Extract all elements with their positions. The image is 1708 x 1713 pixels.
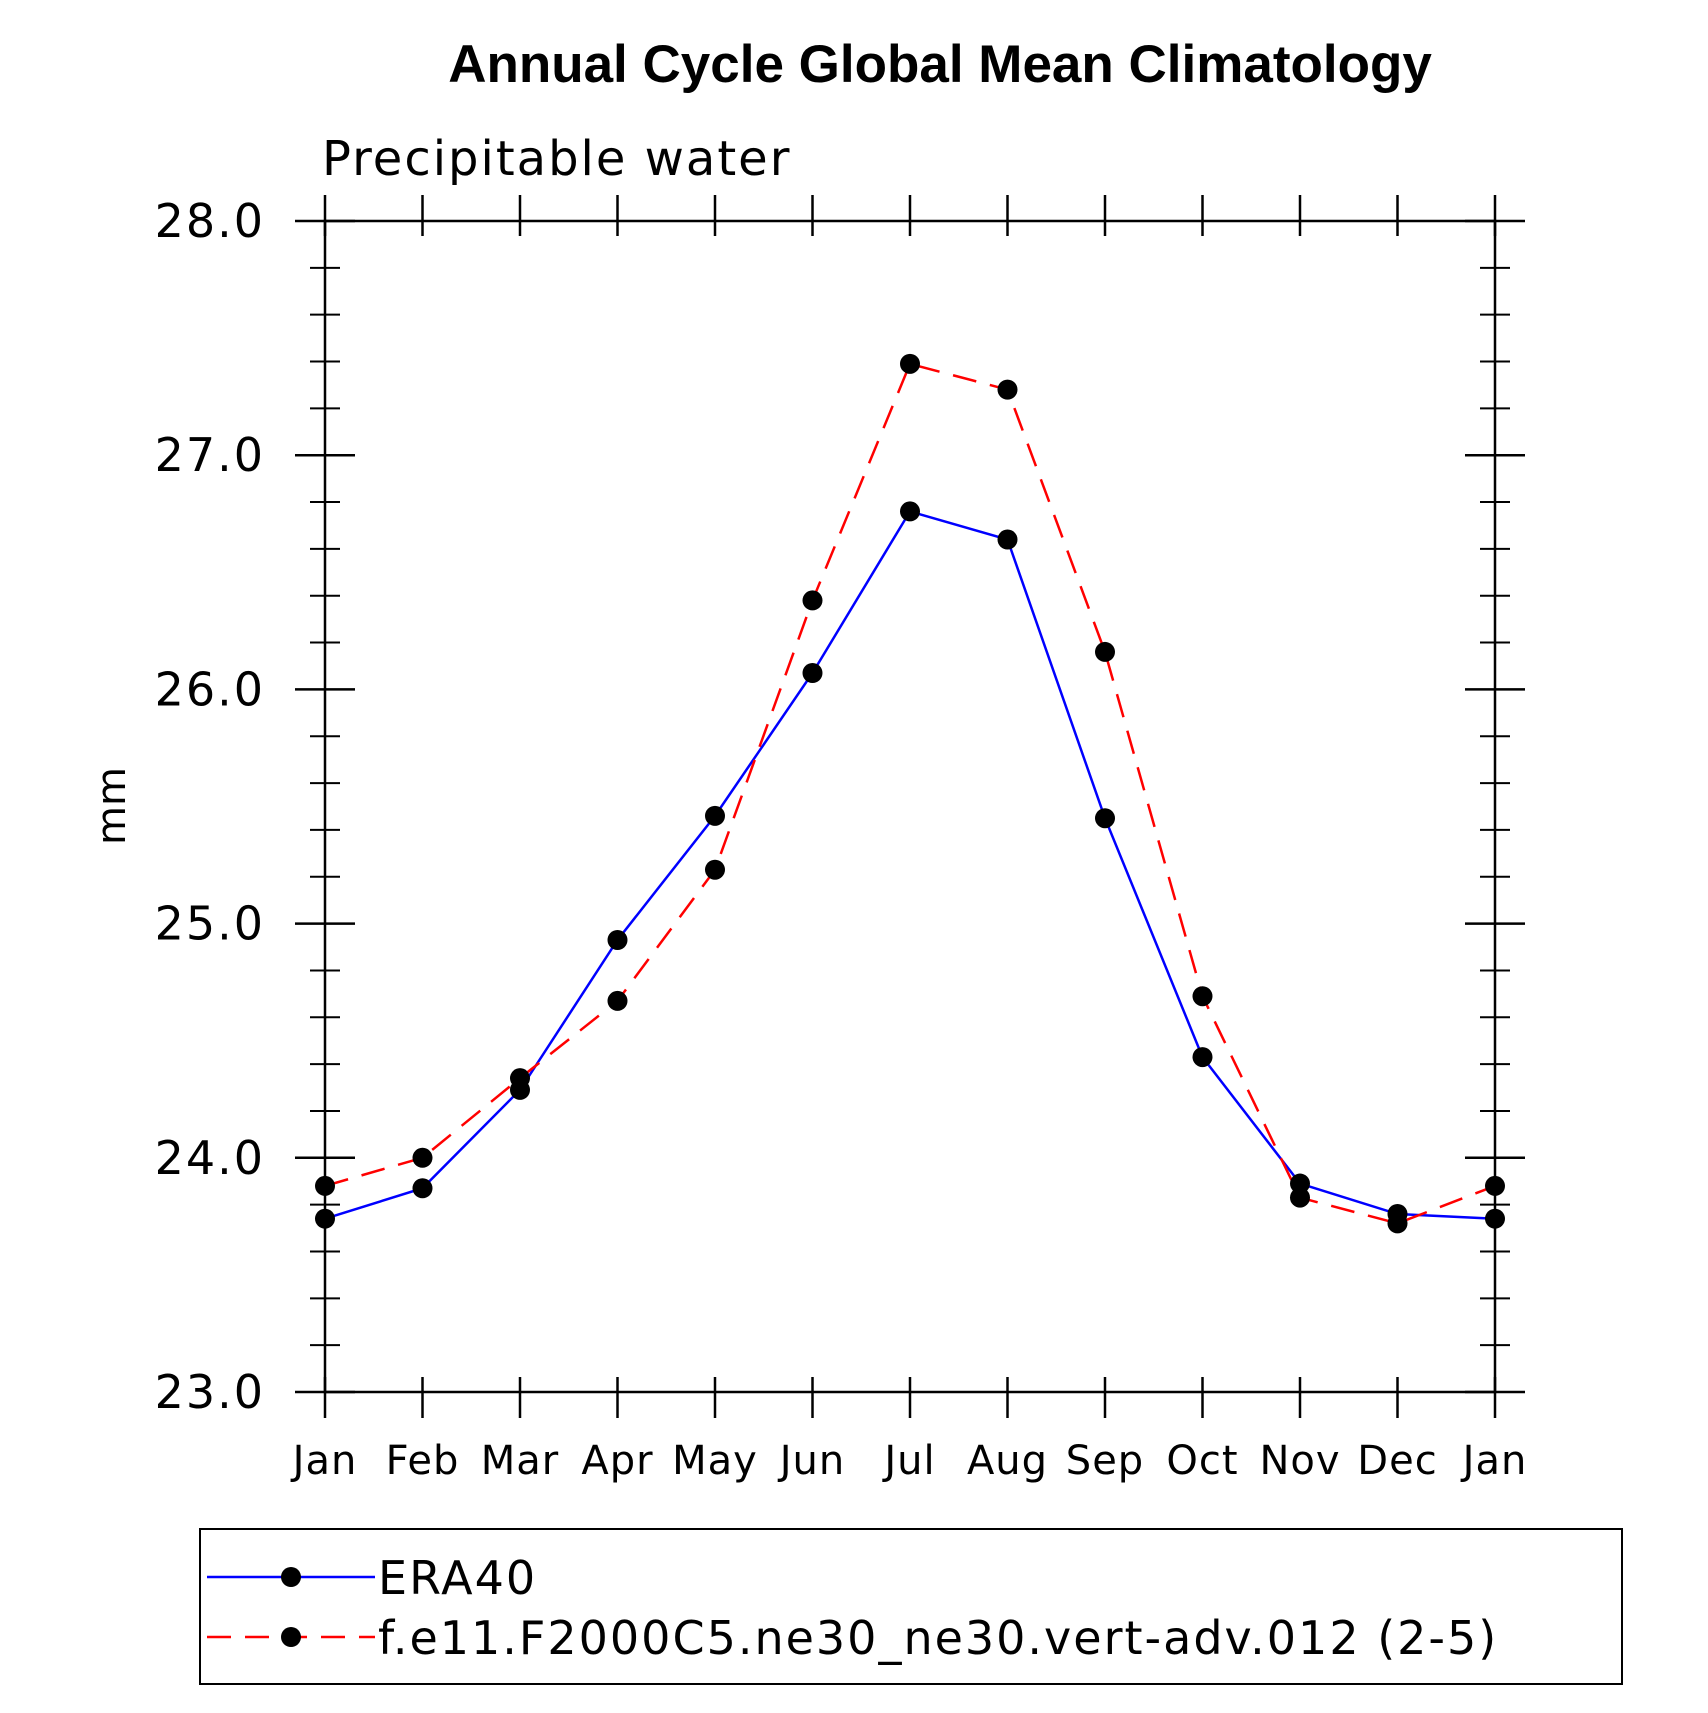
data-point-series-2 [705,859,725,880]
data-point-series-1 [997,529,1018,550]
data-point-series-1 [802,663,823,684]
plot-frame [323,219,1497,1394]
y-tick-label: 26.0 [155,662,265,716]
x-tick-label: Aug [967,1438,1048,1484]
data-point-series-1 [1485,1208,1505,1229]
x-tick-label: Jan [290,1438,358,1484]
x-tick-label: Oct [1166,1438,1238,1484]
y-tick-label: 28.0 [155,194,265,248]
x-tick-label: Feb [386,1438,460,1484]
data-point-series-1 [1290,1173,1310,1194]
data-point-series-1 [315,1208,335,1229]
data-point-series-2 [1485,1175,1505,1196]
data-point-series-2 [802,590,823,611]
series-line-2 [324,362,1496,1225]
data-point-series-1 [412,1178,433,1199]
data-point-series-2 [315,1175,335,1196]
axes: Jan Feb Mar Apr May Jun Jul Aug Sep Oct Nov Dec Jan 2… [155,194,1528,1484]
chart-subtitle: Precipitable water [322,131,791,187]
legend-label-2: f.e11.F2000C5.ne30_ne30.vert-adv.012 (2-… [378,1611,1498,1665]
x-tick-label: Nov [1259,1438,1340,1484]
legend-box [199,1528,1623,1685]
x-tick-label: Jan [1460,1438,1528,1484]
data-point-series-1 [900,501,920,522]
data-point-series-2 [1192,986,1213,1007]
legend-label-1: ERA40 [378,1551,537,1605]
x-tick-label: Mar [481,1438,559,1484]
data-point-series-2 [900,353,920,374]
x-tick-label: Sep [1066,1438,1144,1484]
y-tick-label: 25.0 [155,897,265,951]
data-point-series-2 [412,1147,433,1168]
x-tick-label: Dec [1357,1438,1437,1484]
data-point-series-1 [607,929,628,950]
legend-marker-2 [281,1627,301,1647]
chart-title: Annual Cycle Global Mean Climatology [448,35,1432,94]
legend-marker-1 [281,1567,301,1587]
data-point-series-1 [1192,1047,1213,1068]
plot-area [315,353,1505,1234]
data-point-series-2 [1387,1213,1408,1234]
data-point-series-2 [1095,641,1115,662]
y-tick-label: 27.0 [155,428,265,482]
y-axis-label: mm [89,767,135,845]
data-point-series-2 [1290,1187,1310,1208]
data-point-series-2 [997,379,1018,400]
data-point-series-1 [705,805,725,826]
x-tick-label: Jun [777,1438,846,1484]
y-tick-label: 24.0 [155,1131,265,1185]
data-point-series-2 [510,1068,530,1089]
x-tick-label: Jul [881,1438,935,1484]
legend: ERA40 f.e11.F2000C5.ne30_ne30.vert-adv.01… [199,1528,1623,1685]
series-line-1 [324,509,1496,1220]
data-point-series-1 [1095,808,1115,829]
x-tick-label: May [672,1438,758,1484]
data-point-series-2 [607,990,628,1011]
x-tick-label: Apr [581,1438,653,1484]
y-tick-label: 23.0 [155,1365,265,1419]
